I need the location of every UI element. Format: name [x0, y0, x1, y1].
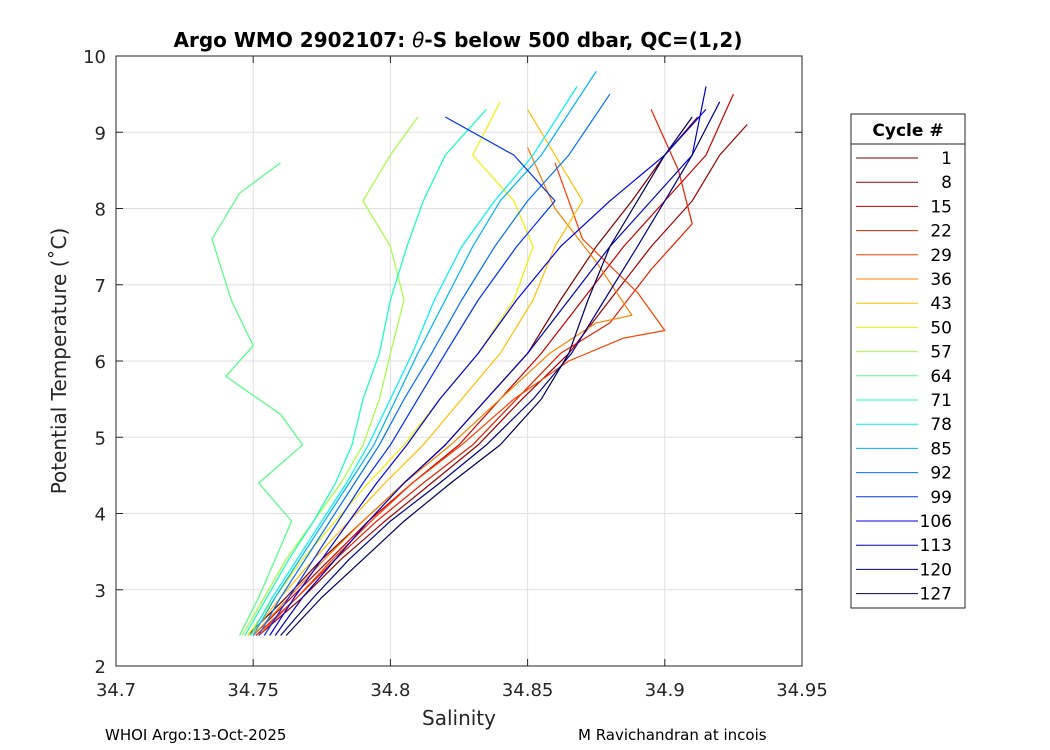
footer-left: WHOI Argo:13-Oct-2025	[105, 726, 286, 744]
series-line-12	[252, 70, 597, 636]
y-tick-label: 10	[83, 47, 106, 68]
series-line-11	[249, 86, 578, 636]
legend-label: 85	[930, 439, 952, 459]
footer-right: M Ravichandran at incois	[578, 726, 767, 744]
legend-title: Cycle #	[872, 121, 943, 141]
y-tick-label: 6	[95, 352, 106, 373]
legend-label: 57	[930, 343, 952, 363]
y-tick-label: 5	[95, 428, 106, 449]
x-tick-labels: 34.7 34.75 34.8 34.85 34.9 34.95	[96, 680, 828, 701]
series-line-5	[252, 147, 633, 636]
x-tick-label: 34.85	[502, 680, 554, 701]
series-line-4	[258, 162, 666, 636]
legend-label: 106	[920, 512, 952, 532]
y-tick-label: 2	[95, 657, 106, 678]
chart-title-prefix: Argo WMO 2902107:	[174, 28, 413, 52]
series-line-17	[280, 101, 721, 636]
legend-label: 92	[930, 464, 952, 484]
legend-label: 8	[941, 173, 952, 193]
series-line-9	[211, 162, 304, 636]
chart-title: Argo WMO 2902107: θ-S below 500 dbar, QC…	[174, 28, 743, 52]
x-tick-label: 34.7	[96, 680, 136, 701]
chart-title-theta: θ	[412, 28, 424, 52]
legend-label: 1	[941, 149, 952, 169]
x-tick-label: 34.9	[645, 680, 685, 701]
plot-area: 34.7 34.75 34.8 34.85 34.9 34.95 2 3 4 5 6 7 8 9 10	[83, 47, 828, 701]
tick-marks	[115, 55, 803, 667]
y-tick-label: 7	[95, 276, 106, 297]
series-line-13	[258, 93, 611, 636]
series-line-10	[244, 108, 487, 636]
legend-label: 43	[930, 294, 952, 314]
series-line-1	[258, 124, 748, 636]
legend-entries: 1 8 15 22 29 36 43 50 57 64 71 78 85 92 99 106 113 120 127	[856, 149, 952, 605]
legend-label: 50	[930, 318, 952, 338]
legend-label: 36	[930, 270, 952, 290]
x-tick-label: 34.95	[776, 680, 828, 701]
y-tick-label: 9	[95, 123, 106, 144]
series-layer	[211, 70, 748, 636]
series-line-15	[269, 108, 707, 636]
series-line-8	[241, 116, 419, 636]
legend-label: 29	[930, 246, 952, 266]
y-tick-label: 4	[95, 505, 106, 526]
legend-label: 99	[930, 488, 952, 508]
chart-title-suffix: -S below 500 dbar, QC=(1,2)	[424, 28, 742, 52]
series-line-14	[263, 116, 556, 636]
legend-label: 78	[930, 415, 952, 435]
legend-label: 22	[930, 222, 952, 242]
series-line-18	[285, 116, 693, 636]
legend-label: 15	[930, 197, 952, 217]
legend-label: 120	[920, 560, 952, 580]
legend-label: 113	[920, 536, 952, 556]
x-tick-label: 34.75	[227, 680, 279, 701]
legend-box	[850, 113, 966, 609]
legend-label: 64	[930, 367, 952, 387]
y-tick-labels: 2 3 4 5 6 7 8 9 10	[83, 47, 106, 678]
x-tick-label: 34.8	[370, 680, 410, 701]
y-tick-label: 3	[95, 581, 106, 602]
legend-label: 71	[930, 391, 952, 411]
legend: Cycle # 18152229364350576471788592991061…	[850, 113, 966, 609]
y-tick-label: 8	[95, 200, 106, 221]
x-axis-label: Salinity	[422, 706, 496, 730]
legend-label: 127	[920, 585, 952, 605]
y-axis-label: Potential Temperature (˚C)	[47, 228, 71, 495]
series-line-16	[274, 86, 707, 636]
